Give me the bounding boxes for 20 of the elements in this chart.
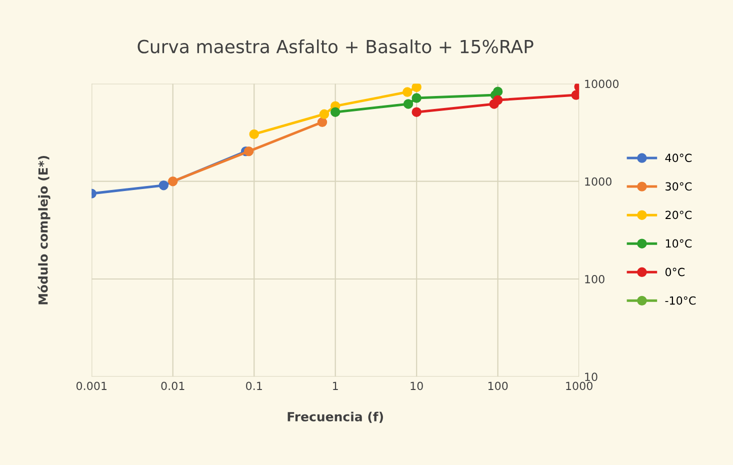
legend-label: 40°C (665, 154, 692, 162)
legend-label: -10°C (665, 296, 696, 305)
x-tick-label: 0.1 (246, 382, 262, 390)
chart-title: Curva maestra Asfalto + Basalto + 15%RAP (138, 39, 534, 54)
legend-label: 20°C (666, 210, 692, 220)
x-axis-title: Frecuencia (f) (288, 412, 383, 423)
x-tick-label: 1000 (566, 382, 592, 390)
x-tick-label: 0.001 (76, 382, 107, 390)
x-tick-label: 10 (410, 382, 423, 390)
y-tick-label: 10 (585, 372, 598, 382)
y-tick-label: 100 (585, 274, 604, 284)
x-tick-label: 100 (488, 382, 508, 390)
y-tick-label: 10000 (585, 80, 619, 88)
y-tick-label: 1000 (585, 177, 612, 186)
legend-label: 0°C (665, 268, 685, 276)
legend-label: 30°C (666, 182, 692, 191)
legend-label: 10°C (666, 239, 692, 248)
y-axis-title: Módulo complejo (E*) (38, 156, 50, 304)
x-tick-label: 0.01 (161, 382, 184, 390)
x-tick-label: 1 (333, 382, 338, 390)
